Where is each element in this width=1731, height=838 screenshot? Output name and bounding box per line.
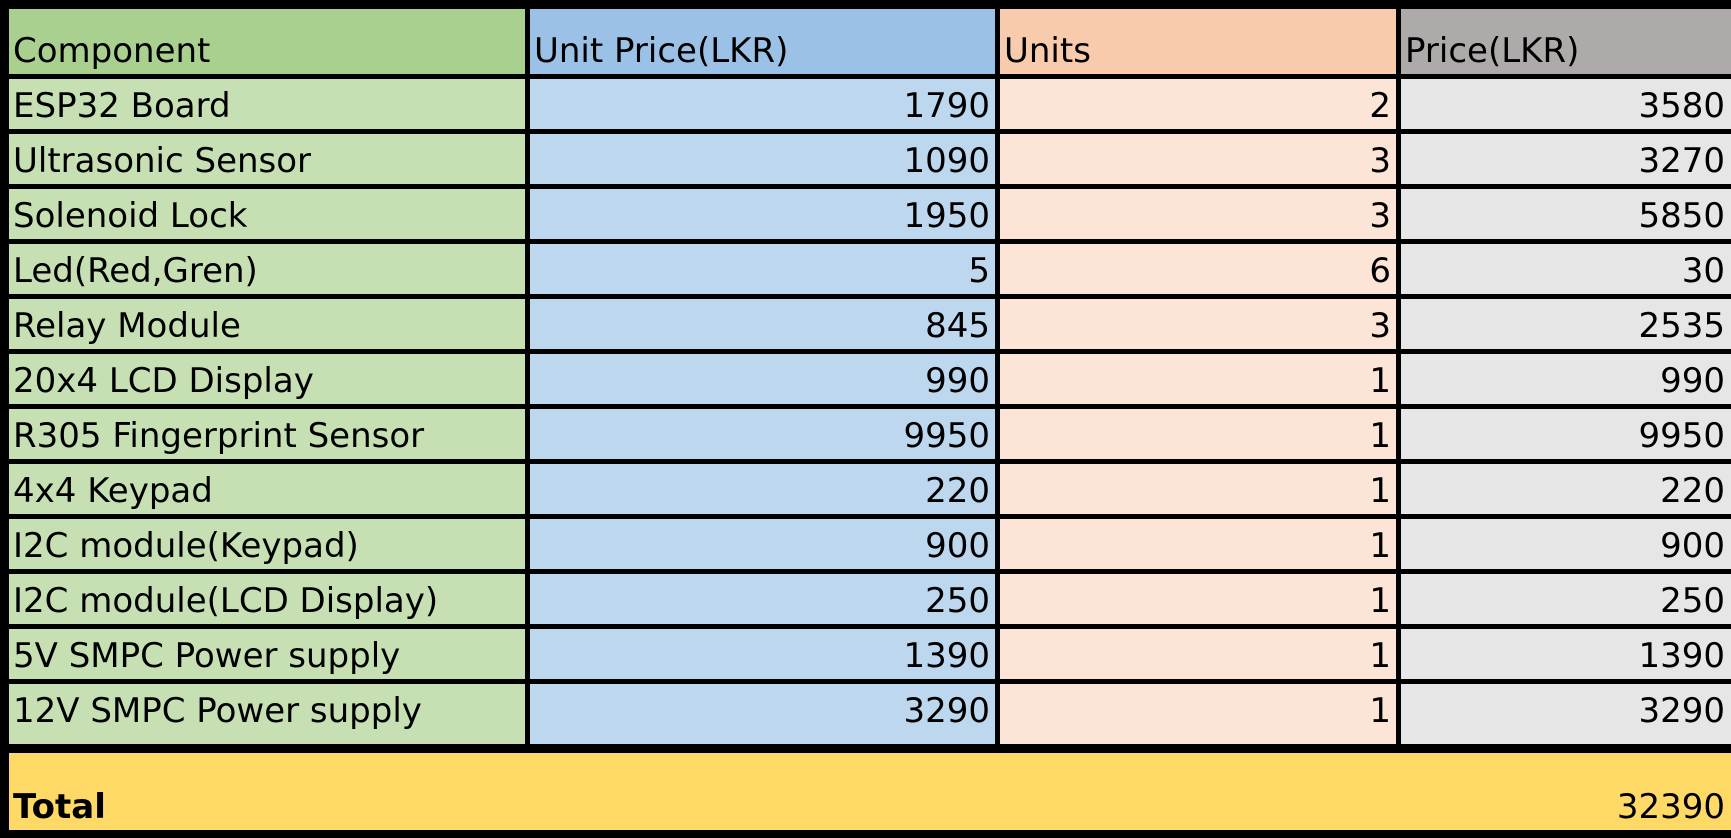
price-cell: 250 xyxy=(1401,574,1731,624)
unit-price-cell: 5 xyxy=(530,244,995,294)
unit-price-cell: 250 xyxy=(530,574,995,624)
units-cell: 3 xyxy=(1000,299,1396,349)
table-row: Ultrasonic Sensor 1090 3 3270 xyxy=(0,134,1731,184)
table-row: 20x4 LCD Display 990 1 990 xyxy=(0,354,1731,404)
component-cell: 5V SMPC Power supply xyxy=(9,629,525,679)
header-component: Component xyxy=(9,9,525,74)
unit-price-cell: 990 xyxy=(530,354,995,404)
table-row: I2C module(Keypad) 900 1 900 xyxy=(0,519,1731,569)
component-cell: 12V SMPC Power supply xyxy=(9,684,525,744)
units-cell: 2 xyxy=(1000,79,1396,129)
total-value: 32390 xyxy=(1616,787,1725,827)
table-row: R305 Fingerprint Sensor 9950 1 9950 xyxy=(0,409,1731,459)
table-row: Solenoid Lock 1950 3 5850 xyxy=(0,189,1731,239)
total-label: Total xyxy=(13,787,106,827)
component-cell: I2C module(LCD Display) xyxy=(9,574,525,624)
table-row: Led(Red,Gren) 5 6 30 xyxy=(0,244,1731,294)
unit-price-cell: 845 xyxy=(530,299,995,349)
component-cell: R305 Fingerprint Sensor xyxy=(9,409,525,459)
units-cell: 1 xyxy=(1000,519,1396,569)
total-row: Total 32390 xyxy=(9,753,1731,830)
component-cell: I2C module(Keypad) xyxy=(9,519,525,569)
component-cell: ESP32 Board xyxy=(9,79,525,129)
table-row: I2C module(LCD Display) 250 1 250 xyxy=(0,574,1731,624)
unit-price-cell: 1950 xyxy=(530,189,995,239)
units-cell: 1 xyxy=(1000,354,1396,404)
component-cell: Solenoid Lock xyxy=(9,189,525,239)
unit-price-cell: 3290 xyxy=(530,684,995,744)
unit-price-cell: 9950 xyxy=(530,409,995,459)
price-cell: 220 xyxy=(1401,464,1731,514)
unit-price-cell: 900 xyxy=(530,519,995,569)
price-cell: 900 xyxy=(1401,519,1731,569)
unit-price-cell: 1390 xyxy=(530,629,995,679)
units-cell: 3 xyxy=(1000,189,1396,239)
units-cell: 1 xyxy=(1000,684,1396,744)
units-cell: 1 xyxy=(1000,574,1396,624)
unit-price-cell: 1790 xyxy=(530,79,995,129)
component-cell: 4x4 Keypad xyxy=(9,464,525,514)
table-row: ESP32 Board 1790 2 3580 xyxy=(0,79,1731,129)
table-row: 12V SMPC Power supply 3290 1 3290 xyxy=(0,684,1731,744)
table-row: 4x4 Keypad 220 1 220 xyxy=(0,464,1731,514)
component-cell: Ultrasonic Sensor xyxy=(9,134,525,184)
table-row: Relay Module 845 3 2535 xyxy=(0,299,1731,349)
price-cell: 5850 xyxy=(1401,189,1731,239)
header-row: Component Unit Price(LKR) Units Price(LK… xyxy=(0,9,1731,74)
units-cell: 6 xyxy=(1000,244,1396,294)
price-cell: 990 xyxy=(1401,354,1731,404)
unit-price-cell: 1090 xyxy=(530,134,995,184)
price-cell: 3580 xyxy=(1401,79,1731,129)
component-cell: Led(Red,Gren) xyxy=(9,244,525,294)
table-row: 5V SMPC Power supply 1390 1 1390 xyxy=(0,629,1731,679)
header-unit-price: Unit Price(LKR) xyxy=(530,9,995,74)
price-cell: 9950 xyxy=(1401,409,1731,459)
price-cell: 30 xyxy=(1401,244,1731,294)
units-cell: 1 xyxy=(1000,629,1396,679)
unit-price-cell: 220 xyxy=(530,464,995,514)
header-price: Price(LKR) xyxy=(1401,9,1731,74)
units-cell: 1 xyxy=(1000,464,1396,514)
price-cell: 3270 xyxy=(1401,134,1731,184)
price-cell: 2535 xyxy=(1401,299,1731,349)
header-units: Units xyxy=(1000,9,1396,74)
component-cell: Relay Module xyxy=(9,299,525,349)
units-cell: 1 xyxy=(1000,409,1396,459)
price-cell: 3290 xyxy=(1401,684,1731,744)
component-cell: 20x4 LCD Display xyxy=(9,354,525,404)
units-cell: 3 xyxy=(1000,134,1396,184)
price-cell: 1390 xyxy=(1401,629,1731,679)
